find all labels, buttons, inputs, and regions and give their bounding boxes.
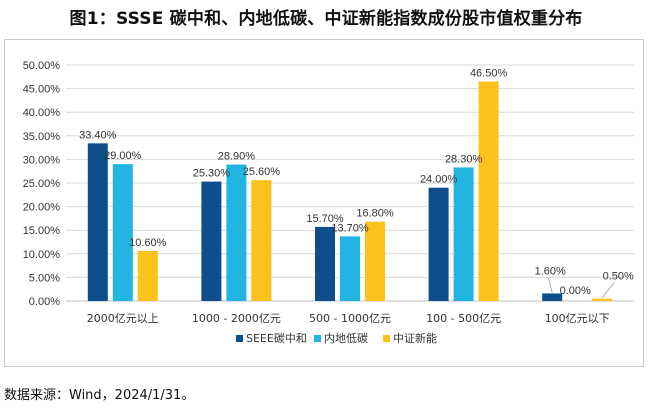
bar-chart: 0.00% 5.00% 10.00% 15.00% 20.00% 25.00% 30.00%…: [23, 60, 634, 345]
x-axis-categories: 2000亿元以上 1000 - 2000亿元 500 - 1000亿元 100 - 5…: [87, 312, 610, 325]
legend: SEEE碳中和 内地低碳 中证新能: [236, 331, 437, 345]
data-label: 25.60%: [243, 166, 281, 178]
bars: [87, 81, 613, 302]
legend-swatch: [314, 335, 321, 342]
y-axis-ticks: 0.00% 5.00% 10.00% 15.00% 20.00% 25.00% 30.00%…: [23, 60, 61, 308]
chart-title: 图1：SSSE 碳中和、内地低碳、中证新能指数成份股市值权重分布: [69, 9, 583, 29]
data-label: 13.70%: [331, 222, 369, 234]
y-tick-label: 50.00%: [23, 60, 61, 72]
y-tick-label: 15.00%: [23, 225, 61, 237]
y-tick-label: 35.00%: [23, 131, 61, 143]
source-note: 数据来源：Wind，2024/1/31。: [4, 388, 195, 403]
data-label: 46.50%: [470, 68, 508, 80]
bar: [428, 187, 449, 301]
y-tick-label: 30.00%: [23, 154, 61, 166]
data-label: 28.90%: [218, 151, 256, 163]
y-tick-label: 0.00%: [29, 296, 60, 308]
x-category-label: 500 - 1000亿元: [309, 312, 391, 325]
bar: [365, 221, 385, 301]
data-label: 15.70%: [306, 213, 344, 225]
bar: [87, 143, 108, 301]
data-label: 33.40%: [79, 129, 117, 141]
legend-label: 中证新能: [393, 331, 437, 345]
bar: [315, 226, 335, 301]
x-category-label: 100亿元以下: [545, 312, 610, 325]
bar: [251, 180, 272, 301]
data-label: 25.30%: [193, 168, 231, 180]
data-label: 1.60%: [535, 265, 566, 277]
bar: [592, 298, 613, 301]
data-label: 16.80%: [356, 208, 394, 220]
y-tick-label: 25.00%: [23, 178, 61, 190]
x-category-label: 100 - 500亿元: [426, 312, 501, 325]
bar: [112, 164, 133, 301]
y-tick-label: 20.00%: [23, 202, 61, 214]
data-label: 0.00%: [560, 285, 591, 297]
bar: [542, 293, 563, 301]
bar: [137, 250, 158, 301]
data-label: 28.30%: [445, 153, 483, 165]
legend-label: 内地低碳: [324, 331, 368, 345]
bar: [340, 236, 360, 301]
data-label: 24.00%: [420, 174, 458, 186]
chart-frame: [4, 39, 644, 367]
leader-line: [601, 282, 615, 298]
legend-swatch: [236, 335, 243, 342]
y-tick-label: 10.00%: [23, 249, 61, 261]
legend-swatch: [383, 335, 390, 342]
y-tick-label: 45.00%: [23, 84, 61, 96]
leader-line: [547, 277, 553, 293]
bar: [453, 167, 474, 301]
data-label: 10.60%: [129, 237, 167, 249]
bar: [201, 181, 222, 301]
bar: [478, 81, 499, 302]
legend-label: SEEE碳中和: [246, 331, 307, 345]
bar: [226, 164, 247, 301]
x-category-label: 1000 - 2000亿元: [192, 312, 281, 325]
y-tick-label: 40.00%: [23, 107, 61, 119]
data-label: 0.50%: [603, 271, 634, 283]
y-tick-label: 5.00%: [29, 272, 60, 284]
x-category-label: 2000亿元以上: [87, 312, 159, 325]
data-label: 29.00%: [104, 150, 142, 162]
data-labels: 33.40% 29.00% 10.60% 25.30% 28.90% 25.60% 15.7…: [79, 68, 634, 298]
